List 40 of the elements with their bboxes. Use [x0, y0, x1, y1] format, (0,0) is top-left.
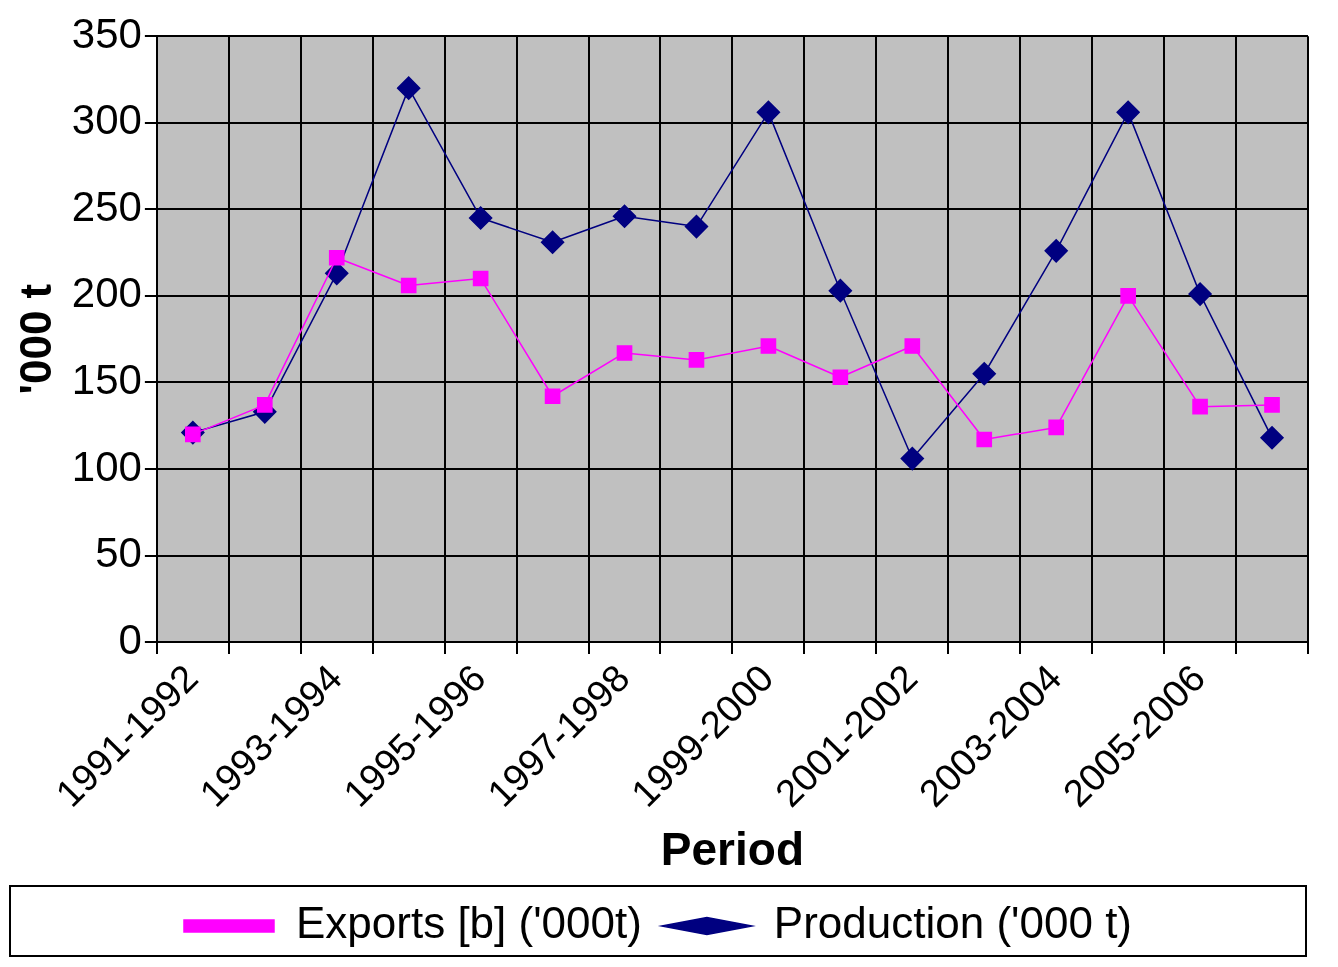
y-tick-label: 100: [71, 442, 142, 490]
x-axis-title: Period: [660, 823, 805, 876]
point: [684, 214, 709, 239]
point: [972, 362, 996, 386]
point: [1260, 426, 1284, 450]
point: [832, 369, 849, 386]
y-tick-label: 200: [71, 269, 142, 317]
point: [612, 204, 637, 228]
point: [1120, 288, 1136, 304]
point: [1192, 398, 1208, 415]
point: [904, 338, 921, 354]
point: [472, 270, 489, 287]
point: [1044, 239, 1068, 263]
point: [1188, 282, 1212, 306]
point: [900, 446, 925, 471]
y-tick-label: 250: [71, 182, 142, 230]
point: [616, 345, 633, 361]
y-axis-title: '000 t: [10, 283, 60, 395]
point: [328, 249, 345, 266]
point: [256, 397, 273, 413]
point: [760, 338, 777, 354]
y-tick-label: 0: [118, 615, 142, 663]
legend-label: Exports [b] ('000t): [295, 898, 642, 948]
point: [400, 277, 417, 294]
y-tick-label: 300: [71, 96, 142, 144]
point: [468, 206, 493, 230]
point: [756, 100, 781, 125]
point: [396, 76, 421, 100]
point: [544, 388, 561, 405]
point: [688, 352, 705, 368]
point: [1264, 397, 1280, 413]
y-tick-label: 150: [71, 355, 142, 403]
point: [976, 431, 993, 448]
point: [1116, 100, 1140, 125]
point: [828, 278, 853, 303]
legend-label: Production ('000 t): [773, 898, 1133, 948]
point: [540, 230, 565, 254]
y-tick-label: 50: [95, 529, 142, 577]
y-tick-label: 350: [71, 9, 142, 57]
point: [1048, 419, 1065, 436]
